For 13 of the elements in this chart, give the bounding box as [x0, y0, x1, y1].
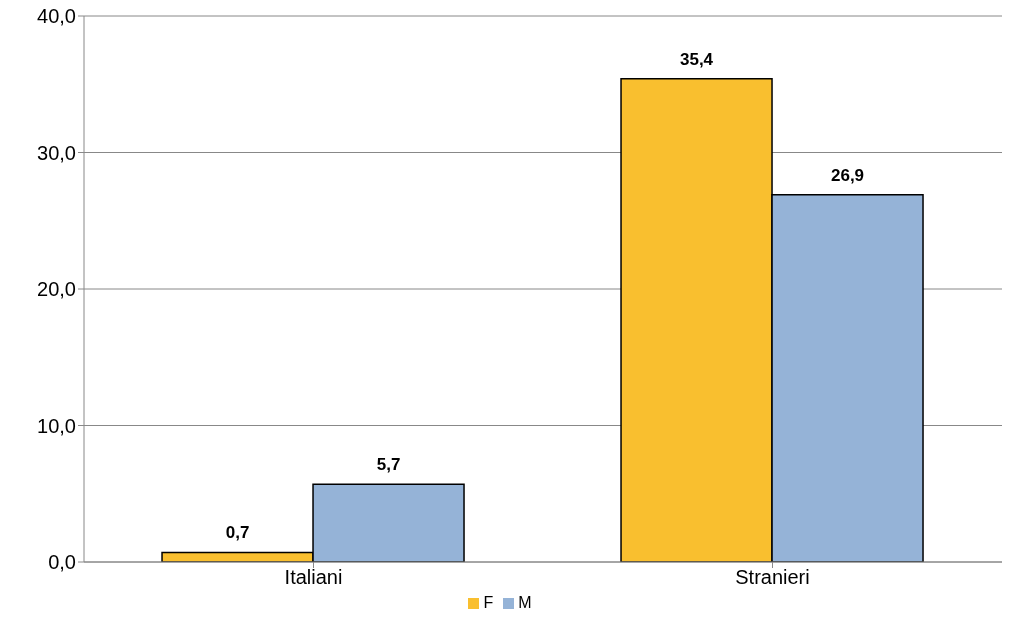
- data-label: 0,7: [225, 523, 250, 543]
- data-label: 35,4: [679, 49, 714, 69]
- x-tick-label: Italiani: [284, 566, 343, 589]
- y-tick-label: 40,0: [37, 5, 76, 28]
- y-tick-label: 0,0: [48, 551, 76, 574]
- data-label: 5,7: [376, 455, 401, 475]
- data-label: 26,9: [830, 165, 865, 185]
- legend-label: M: [518, 594, 532, 611]
- y-tick-label: 30,0: [37, 141, 76, 164]
- y-tick-label: 20,0: [37, 278, 76, 301]
- y-tick-label: 10,0: [37, 414, 76, 437]
- x-tick-label: Stranieri: [735, 566, 810, 589]
- legend-label: F: [483, 594, 494, 611]
